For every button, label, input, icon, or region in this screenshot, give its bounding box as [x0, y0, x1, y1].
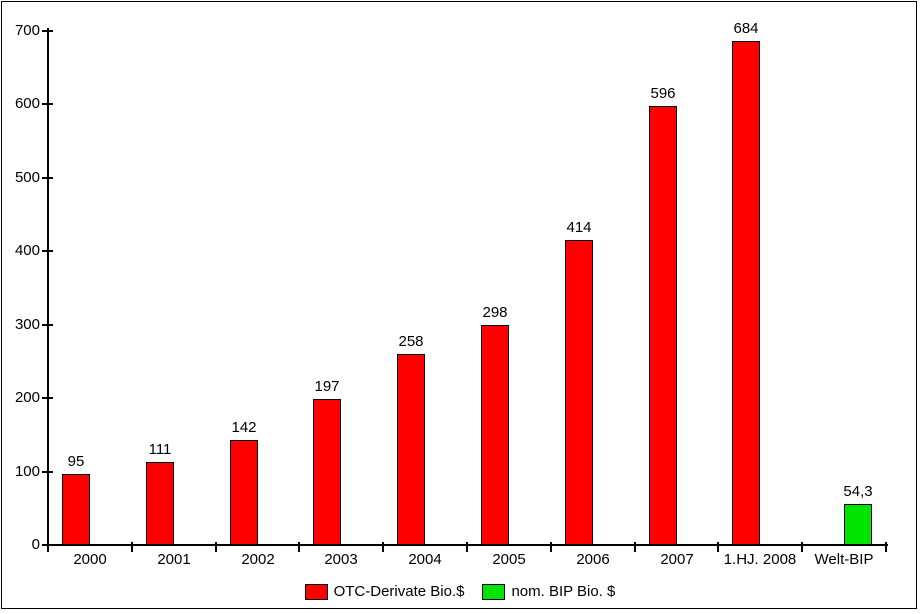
- y-label-500: 500: [14, 169, 40, 186]
- value-label-2005: 298: [482, 304, 508, 321]
- value-label-2007: 596: [650, 85, 676, 102]
- value-label-1-hj-2008: 684: [733, 20, 759, 37]
- y-axis: [47, 28, 49, 546]
- x-label-welt-bip: Welt-BIP: [814, 551, 874, 568]
- value-label-2000: 95: [67, 453, 85, 470]
- bar-2006: [565, 240, 593, 545]
- x-label-2005: 2005: [492, 551, 526, 568]
- y-label-300: 300: [14, 316, 40, 333]
- x-label-1-hj-2008: 1.HJ. 2008: [723, 551, 797, 568]
- legend-label-otc-derivate: OTC-Derivate Bio.$: [333, 583, 465, 600]
- y-label-100: 100: [14, 463, 40, 480]
- x-tick: [382, 542, 384, 552]
- y-label-0: 0: [31, 536, 40, 553]
- y-tick: [42, 471, 53, 473]
- bar-2003: [313, 399, 341, 545]
- value-label-2006: 414: [566, 219, 592, 236]
- x-tick: [466, 542, 468, 552]
- y-label-600: 600: [14, 95, 40, 112]
- bar-2005: [481, 325, 509, 545]
- bar-2007: [649, 106, 677, 545]
- y-label-700: 700: [14, 22, 40, 39]
- x-label-2007: 2007: [660, 551, 694, 568]
- y-tick: [42, 397, 53, 399]
- y-tick: [42, 324, 53, 326]
- x-tick: [47, 542, 49, 552]
- bar-1-hj-2008: [732, 41, 760, 545]
- x-label-2002: 2002: [241, 551, 275, 568]
- value-label-welt-bip: 54,3: [843, 483, 873, 500]
- legend: OTC-Derivate Bio.$ nom. BIP Bio. $: [0, 582, 920, 602]
- value-label-2001: 111: [148, 441, 172, 458]
- legend-swatch-nom-bip: [482, 584, 506, 600]
- y-label-200: 200: [14, 389, 40, 406]
- y-tick: [42, 250, 53, 252]
- y-tick: [42, 30, 53, 32]
- x-label-2003: 2003: [324, 551, 358, 568]
- bar-2001: [146, 462, 174, 545]
- bar-2000: [62, 474, 90, 545]
- x-tick: [634, 542, 636, 552]
- x-label-2004: 2004: [408, 551, 442, 568]
- bar-2002: [230, 440, 258, 545]
- y-tick: [42, 177, 53, 179]
- x-label-2001: 2001: [157, 551, 191, 568]
- x-tick: [131, 542, 133, 552]
- legend-label-nom-bip: nom. BIP Bio. $: [511, 583, 616, 600]
- y-tick: [42, 103, 53, 105]
- x-tick: [298, 542, 300, 552]
- x-tick: [801, 542, 803, 552]
- x-label-2000: 2000: [73, 551, 107, 568]
- x-tick: [550, 542, 552, 552]
- x-tick: [215, 542, 217, 552]
- legend-swatch-otc-derivate: [304, 584, 328, 600]
- x-tick: [717, 542, 719, 552]
- value-label-2002: 142: [231, 419, 257, 436]
- x-tick: [885, 542, 887, 552]
- y-label-400: 400: [14, 242, 40, 259]
- legend-item-otc-derivate: OTC-Derivate Bio.$: [304, 583, 465, 601]
- bar-welt-bip: [844, 504, 872, 545]
- value-label-2003: 197: [314, 378, 340, 395]
- x-label-2006: 2006: [576, 551, 610, 568]
- legend-item-nom-bip: nom. BIP Bio. $: [482, 583, 615, 601]
- value-label-2004: 258: [398, 333, 424, 350]
- bar-2004: [397, 354, 425, 545]
